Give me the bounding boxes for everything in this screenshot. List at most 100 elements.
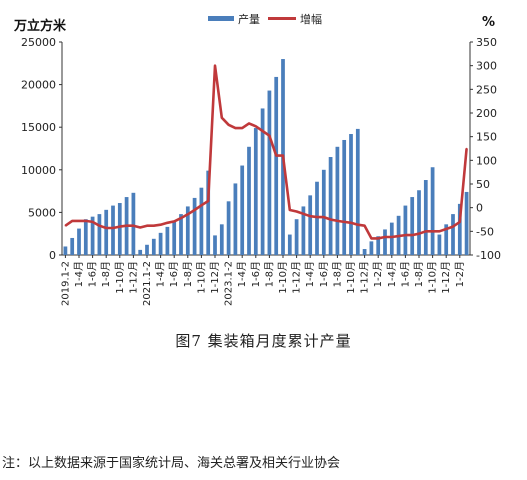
x-tick-label: 1-12月 [291, 261, 303, 294]
bar [83, 219, 88, 255]
bar [308, 195, 313, 255]
y-right-tick-label: 300 [476, 60, 497, 73]
legend-swatch-output [208, 16, 234, 21]
growth-point [438, 230, 441, 233]
growth-point [397, 235, 400, 237]
bar [335, 146, 340, 255]
growth-point [391, 236, 393, 238]
x-tick-label: 2023.1-2 [224, 261, 235, 306]
chart: 万立方米 % 产量 增幅 0 5000 10000 15000 20000 25000 -… [13, 12, 501, 306]
bar [70, 237, 75, 255]
bar [185, 206, 190, 255]
growth-point [465, 147, 468, 150]
x-tick-label: 1-10月 [195, 261, 207, 294]
growth-point [112, 227, 114, 229]
x-tick-label: 1-10月 [345, 261, 357, 294]
bar [260, 108, 265, 256]
growth-point [295, 210, 298, 213]
y-right-tick-label: 350 [476, 36, 497, 49]
growth-point [173, 220, 175, 223]
bar [151, 238, 156, 255]
growth-point [377, 237, 380, 240]
growth-point [187, 213, 189, 216]
x-tick-label: 2021.1-2 [142, 261, 153, 306]
growth-point [431, 230, 434, 233]
growth-point [139, 226, 141, 229]
bar [417, 190, 421, 255]
y-right-tick-label: 150 [476, 131, 497, 144]
bar [437, 234, 442, 255]
bar [165, 226, 170, 255]
bar [240, 165, 245, 255]
y-left-tick-label: 10000 [21, 164, 56, 177]
x-tick-label: 1-6月 [168, 261, 180, 287]
y-right-tick-label: 0 [476, 202, 483, 215]
x-tick-label: 1-10月 [277, 261, 289, 294]
left-axis-unit: 万立方米 [13, 18, 67, 34]
bar [90, 216, 95, 255]
growth-point [71, 220, 73, 222]
x-tick-label: 2019.1-2 [60, 261, 71, 306]
growth-point [159, 223, 162, 226]
bar [77, 228, 81, 255]
growth-point [98, 224, 101, 227]
source-note: 注：以上数据来源于国家统计局、海关总署及相关行业协会 [2, 456, 341, 471]
legend-label-growth: 增幅 [300, 12, 322, 26]
bar [131, 192, 136, 255]
x-tick-label: 1-8月 [331, 261, 343, 287]
growth-point [452, 225, 454, 228]
y-right-tick-label: 250 [476, 83, 497, 96]
y-right-tick-label: -50 [476, 225, 494, 238]
growth-point [241, 127, 243, 129]
bar [349, 134, 353, 255]
bar [328, 157, 333, 255]
growth-point [336, 220, 339, 222]
growth-line [64, 64, 468, 240]
axes [61, 42, 471, 256]
x-axis-ticks: 2019.1-2 1-4月 1-6月 1-8月 1-10月 1-12月 2021.1-2 1-… [60, 255, 466, 306]
y-left-tick-label: 25000 [21, 36, 56, 49]
growth-point [343, 221, 346, 223]
growth-point [411, 234, 414, 236]
growth-point [268, 134, 271, 137]
bar [267, 90, 272, 256]
x-tick-label: 1-6月 [399, 261, 411, 287]
growth-point [221, 116, 223, 119]
bar [342, 139, 347, 255]
bar [355, 128, 360, 255]
growth-point [329, 218, 332, 221]
bar [138, 249, 143, 255]
y-right-tick-label: 100 [476, 154, 497, 167]
bar [383, 229, 387, 255]
growth-point [384, 236, 386, 238]
growth-point [302, 213, 305, 215]
growth-point [275, 154, 278, 157]
y-right-tick-label: 50 [476, 178, 490, 191]
growth-point [227, 124, 230, 126]
bar [192, 197, 197, 255]
growth-point [289, 209, 291, 211]
bar [219, 224, 224, 255]
growth-point [85, 220, 87, 222]
legend-label-output: 产量 [238, 12, 260, 26]
bar [247, 146, 251, 255]
x-tick-label: 1-10月 [427, 261, 439, 294]
growth-point [214, 64, 216, 67]
growth-point [261, 130, 264, 132]
y-axis-left-ticks: 0 5000 10000 15000 20000 25000 [21, 36, 62, 262]
bar [294, 219, 299, 255]
bar [206, 170, 211, 255]
growth-point [91, 221, 94, 223]
bar [423, 180, 428, 255]
x-tick-label: 1-2月 [454, 261, 466, 287]
bar [104, 209, 109, 255]
growth-point [357, 223, 359, 226]
y-left-tick-label: 0 [49, 249, 56, 262]
x-tick-label: 1-2月 [372, 261, 384, 287]
x-tick-label: 1-12月 [127, 261, 139, 294]
bar [213, 235, 217, 255]
figure-caption: 图7 集装箱月度累计产量 [175, 332, 352, 350]
growth-point [370, 237, 373, 240]
bar [444, 224, 449, 255]
bar [253, 128, 258, 255]
